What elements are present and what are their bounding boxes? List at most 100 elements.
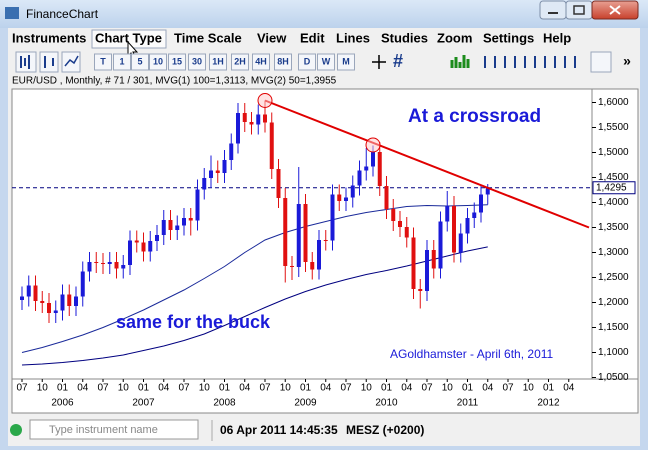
candle-body bbox=[296, 204, 301, 267]
candle-body bbox=[452, 206, 456, 253]
tool-icon bbox=[44, 56, 54, 68]
annotation: At a crossroad bbox=[408, 106, 541, 127]
tool-button[interactable] bbox=[274, 53, 292, 71]
x-tick-label: 01 bbox=[57, 383, 69, 394]
candle-body bbox=[236, 113, 240, 144]
candle-body bbox=[263, 114, 267, 123]
tool-button[interactable] bbox=[590, 51, 612, 73]
y-tick-label: 1,2500 bbox=[598, 272, 629, 283]
instrument-input[interactable] bbox=[29, 419, 199, 440]
menu-item[interactable]: Time Scale bbox=[174, 30, 242, 45]
tool-button[interactable] bbox=[337, 53, 355, 71]
tool-button[interactable] bbox=[188, 53, 206, 71]
marker bbox=[257, 93, 273, 108]
x-tick-label: 07 bbox=[340, 383, 352, 394]
candle-body bbox=[283, 198, 288, 266]
overflow-button[interactable]: » bbox=[623, 53, 631, 69]
x-tick-label: 01 bbox=[543, 383, 555, 394]
candle-body bbox=[364, 166, 369, 171]
tool-button[interactable] bbox=[317, 53, 335, 71]
candle-body bbox=[33, 285, 38, 301]
tool-button[interactable] bbox=[113, 53, 131, 71]
candle-body bbox=[202, 178, 207, 190]
candle-body bbox=[60, 294, 65, 311]
menu-item[interactable]: Edit bbox=[300, 30, 325, 45]
candle-body bbox=[40, 301, 45, 303]
tool-label: M bbox=[342, 56, 350, 66]
tool-button[interactable] bbox=[252, 53, 270, 71]
price-label-box bbox=[592, 181, 636, 195]
y-tick-label: 1,4000 bbox=[598, 197, 629, 208]
y-tick-label: 1,5000 bbox=[598, 147, 629, 158]
tool-button[interactable] bbox=[168, 53, 186, 71]
minimize-button[interactable] bbox=[539, 0, 567, 20]
candle-body bbox=[384, 186, 389, 209]
marker bbox=[365, 137, 381, 153]
menu-item[interactable]: Studies bbox=[381, 30, 428, 45]
candle-body bbox=[418, 289, 423, 291]
moving-average bbox=[21, 204, 488, 353]
menu-item[interactable]: Chart Type bbox=[95, 30, 162, 45]
candle-body bbox=[344, 197, 348, 201]
menu-item[interactable]: Instruments bbox=[12, 30, 86, 45]
candle-body bbox=[94, 262, 99, 263]
tool-icon bbox=[20, 55, 30, 69]
x-tick-label: 04 bbox=[77, 383, 89, 394]
x-tick-label: 10 bbox=[523, 383, 535, 394]
x-tick-label: 04 bbox=[482, 383, 494, 394]
y-tick-label: 1,2000 bbox=[598, 297, 629, 308]
x-tick-label: 10 bbox=[442, 383, 454, 394]
tool-button[interactable] bbox=[94, 53, 112, 71]
candle-body bbox=[310, 262, 315, 270]
tool-button[interactable] bbox=[231, 53, 249, 71]
tool-label: 30 bbox=[192, 56, 202, 66]
menu-item[interactable]: Help bbox=[543, 30, 571, 45]
tool-label: D bbox=[304, 56, 311, 66]
candle-body bbox=[242, 113, 247, 122]
year-label: 2007 bbox=[132, 398, 155, 409]
menu-item[interactable]: Zoom bbox=[437, 30, 472, 45]
x-tick-label: 07 bbox=[16, 383, 28, 394]
candle-body bbox=[114, 262, 119, 269]
year-label: 2012 bbox=[537, 398, 560, 409]
candle-body bbox=[87, 262, 92, 272]
tool-icon bbox=[64, 55, 79, 67]
moving-average bbox=[21, 246, 488, 366]
candle-body bbox=[303, 204, 308, 262]
candle-body bbox=[323, 240, 328, 241]
tool-button[interactable] bbox=[61, 51, 81, 73]
menu-item[interactable]: View bbox=[257, 30, 287, 45]
candle-body bbox=[74, 296, 78, 306]
candle-body bbox=[215, 170, 220, 173]
year-label: 2011 bbox=[457, 398, 479, 409]
x-tick-label: 10 bbox=[361, 383, 373, 394]
menu-item[interactable]: Settings bbox=[483, 30, 534, 45]
candle-body bbox=[141, 242, 146, 252]
candle-body bbox=[67, 294, 72, 306]
candle-body bbox=[256, 114, 261, 125]
candle-body bbox=[398, 221, 402, 227]
tool-button[interactable] bbox=[131, 53, 149, 71]
x-tick-label: 04 bbox=[158, 383, 170, 394]
status-timezone: MESZ (+0200) bbox=[346, 423, 424, 437]
x-tick-label: 07 bbox=[421, 383, 433, 394]
tool-button[interactable] bbox=[39, 51, 59, 73]
tool-button[interactable] bbox=[149, 53, 167, 71]
x-tick-label: 07 bbox=[259, 383, 271, 394]
candle-body bbox=[175, 225, 180, 230]
y-tick-label: 1,6000 bbox=[598, 97, 629, 108]
status-light bbox=[10, 424, 22, 436]
menu-item[interactable]: Lines bbox=[336, 30, 370, 45]
tool-button[interactable] bbox=[298, 53, 316, 71]
candle-body bbox=[53, 310, 58, 313]
annotation: same for the buck bbox=[116, 312, 271, 332]
tool-label: 4H bbox=[255, 56, 267, 66]
candle-body bbox=[479, 194, 483, 213]
tool-button[interactable] bbox=[209, 53, 227, 71]
maximize-button[interactable] bbox=[565, 0, 593, 20]
year-label: 2010 bbox=[375, 398, 398, 409]
tool-label: 8H bbox=[277, 56, 289, 66]
candle-body bbox=[377, 152, 382, 186]
x-tick-label: 10 bbox=[199, 383, 211, 394]
tool-icon bbox=[450, 55, 470, 68]
